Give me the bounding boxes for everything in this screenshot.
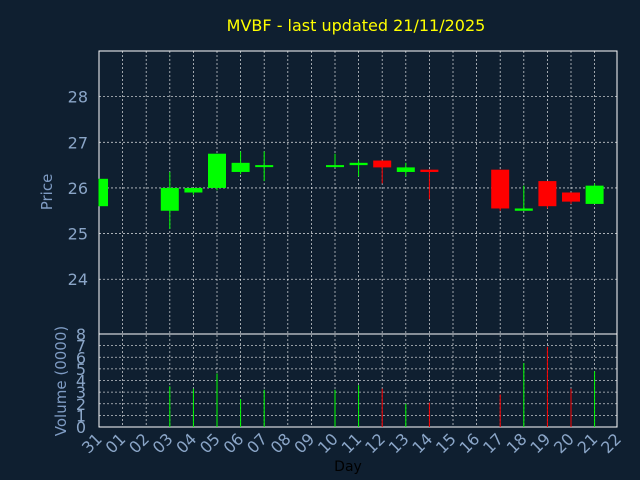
candle-body	[326, 165, 344, 168]
price-tick-label: 24	[68, 270, 88, 289]
volume-tick-label: 7	[76, 337, 86, 356]
candles	[98, 151, 604, 230]
volume-tick-label: 3	[76, 383, 86, 402]
price-tick-labels: 24 25 26 27 28	[68, 88, 88, 290]
volume-tick-label: 5	[76, 360, 86, 379]
volume-tick-label: 6	[76, 348, 86, 367]
volume-tick-label: 2	[76, 395, 86, 414]
candle-body	[160, 187, 179, 211]
chart-title: MVBF - last updated 21/11/2025	[227, 16, 486, 35]
candle-body	[585, 185, 604, 204]
volume-axis-label: Volume (0000)	[52, 326, 70, 436]
candle-body	[491, 169, 510, 209]
candle-body	[231, 162, 250, 172]
volume-bars	[169, 346, 596, 427]
candle-body	[349, 162, 368, 166]
price-tick-label: 25	[68, 225, 88, 244]
candle-body	[208, 153, 226, 188]
x-axis-label: Day	[334, 459, 362, 475]
candle-body	[562, 192, 580, 202]
candle-body	[420, 169, 439, 172]
day-tick-labels: 3101020304050607080910111213141516171819…	[78, 429, 625, 457]
price-axis-label: Price	[38, 174, 56, 211]
volume-tick-label: 4	[76, 372, 86, 391]
volume-tick-label: 1	[76, 406, 86, 425]
candle-body	[396, 167, 415, 172]
price-tick-label: 28	[68, 88, 88, 107]
price-tick-label: 26	[68, 179, 88, 198]
candle-body	[373, 160, 392, 168]
grid-lines	[99, 51, 617, 427]
volume-tick-label: 8	[76, 325, 86, 344]
price-tick-label: 27	[68, 133, 88, 152]
candle-body	[538, 181, 557, 207]
candle-body	[255, 165, 274, 168]
candle-body	[184, 187, 203, 193]
volume-tick-label: 0	[76, 418, 86, 437]
day-tick-label: 22	[597, 429, 625, 457]
candle-body	[99, 178, 108, 207]
candle-body	[514, 208, 533, 211]
